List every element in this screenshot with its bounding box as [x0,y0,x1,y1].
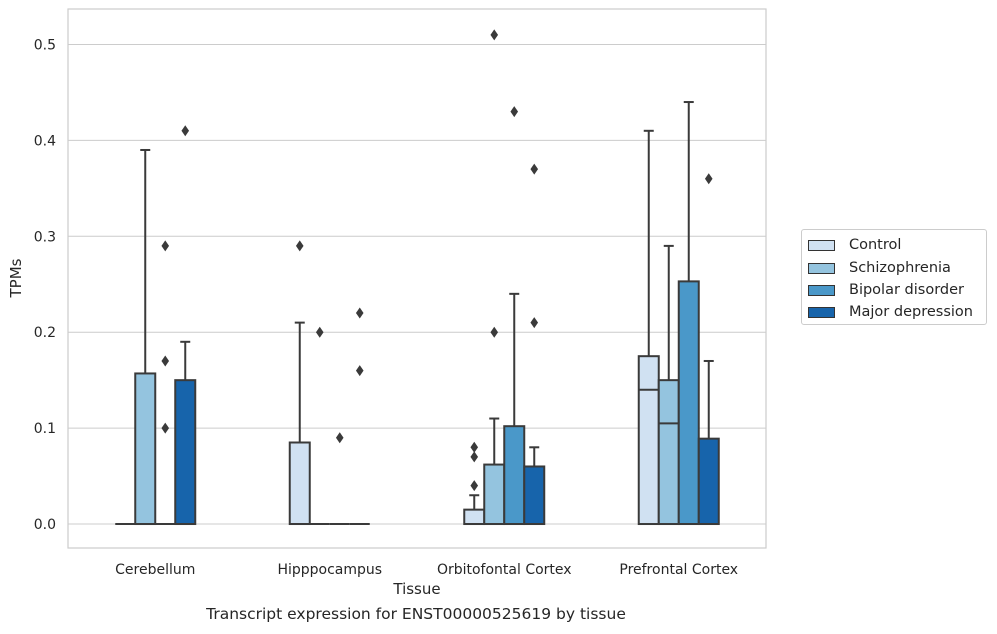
x-tick-label-cerebellum: Cerebellum [115,562,195,578]
outlier-point [470,451,479,463]
x-tick-labels: Cerebellum Hipppocampus Orbitofontal Corte… [115,562,738,578]
outlier-point [490,29,499,41]
box-body [657,379,680,526]
outlier-point [335,432,344,444]
outlier-point [530,317,539,329]
box-body [463,508,486,526]
box-cerebellum-bipolar-disorder [155,240,176,526]
y-axis-label: TPMs [7,258,25,298]
legend-item-control: Control [808,235,901,255]
y-tick-labels: 0.0 0.1 0.2 0.3 0.4 0.5 [34,37,56,533]
outlier-point [161,422,170,434]
y-tick-label: 0.2 [34,325,56,341]
legend-label-major-depression: Major depression [849,304,973,320]
box-cerebellum-major-depression [174,125,197,526]
outlier-point [295,240,304,252]
outlier-point [704,173,713,185]
boxplot-marks [115,29,720,526]
box-prefrontal-cortex-major-depression [697,173,720,526]
box-body [483,463,506,526]
box-hipppocampus-bipolar-disorder [329,432,350,526]
box-orbitofontal-cortex-major-depression [523,163,546,526]
box-body [637,355,660,526]
box-body [174,379,197,526]
box-body [523,465,546,526]
figure-caption: Transcript expression for ENST0000052561… [206,605,626,623]
legend-label-schizophrenia: Schizophrenia [849,260,951,276]
box-cerebellum-schizophrenia [134,148,157,526]
x-tick-label-orbitofontal-cortex: Orbitofontal Cortex [437,562,572,578]
legend-item-bipolar-disorder: Bipolar disorder [808,280,964,300]
box-hipppocampus-schizophrenia [309,326,330,526]
y-tick-label: 0.3 [34,229,56,245]
y-tick-label: 0.4 [34,133,56,149]
y-tick-label: 0.1 [34,421,56,437]
box-orbitofontal-cortex-bipolar-disorder [503,106,526,526]
box-orbitofontal-cortex-schizophrenia [483,29,506,526]
box-body [503,425,526,526]
outlier-point [470,480,479,492]
box-body [697,437,720,526]
legend-swatch-control [808,239,835,251]
outlier-point [470,441,479,453]
outlier-point [161,240,170,252]
x-tick-label-hipppocampus: Hipppocampus [277,562,382,578]
legend: Control Schizophrenia Bipolar disorder M… [801,229,987,325]
legend-swatch-bipolar-disorder [808,284,835,296]
box-hipppocampus-major-depression [349,307,370,526]
outlier-point [161,355,170,367]
legend-label-bipolar-disorder: Bipolar disorder [849,282,964,298]
outlier-point [181,125,190,137]
outlier-point [510,106,519,118]
legend-label-control: Control [849,237,902,253]
outlier-point [355,307,364,319]
legend-item-schizophrenia: Schizophrenia [808,258,951,278]
x-tick-label-prefrontal-cortex: Prefrontal Cortex [619,562,738,578]
outlier-point [355,365,364,377]
y-tick-label: 0.0 [34,517,56,533]
box-prefrontal-cortex-bipolar-disorder [677,101,700,526]
legend-item-major-depression: Major depression [808,302,973,322]
legend-swatch-major-depression [808,306,835,318]
outlier-point [490,326,499,338]
outlier-point [530,163,539,175]
box-prefrontal-cortex-control [637,129,660,526]
outlier-point [315,326,324,338]
box-body [288,441,311,526]
box-body [677,280,700,526]
y-tick-label: 0.5 [34,37,56,53]
box-hipppocampus-control [288,240,311,526]
legend-swatch-schizophrenia [808,262,835,274]
x-axis-label: Tissue [392,580,440,598]
box-orbitofontal-cortex-control [463,441,486,526]
box-body [134,372,157,526]
